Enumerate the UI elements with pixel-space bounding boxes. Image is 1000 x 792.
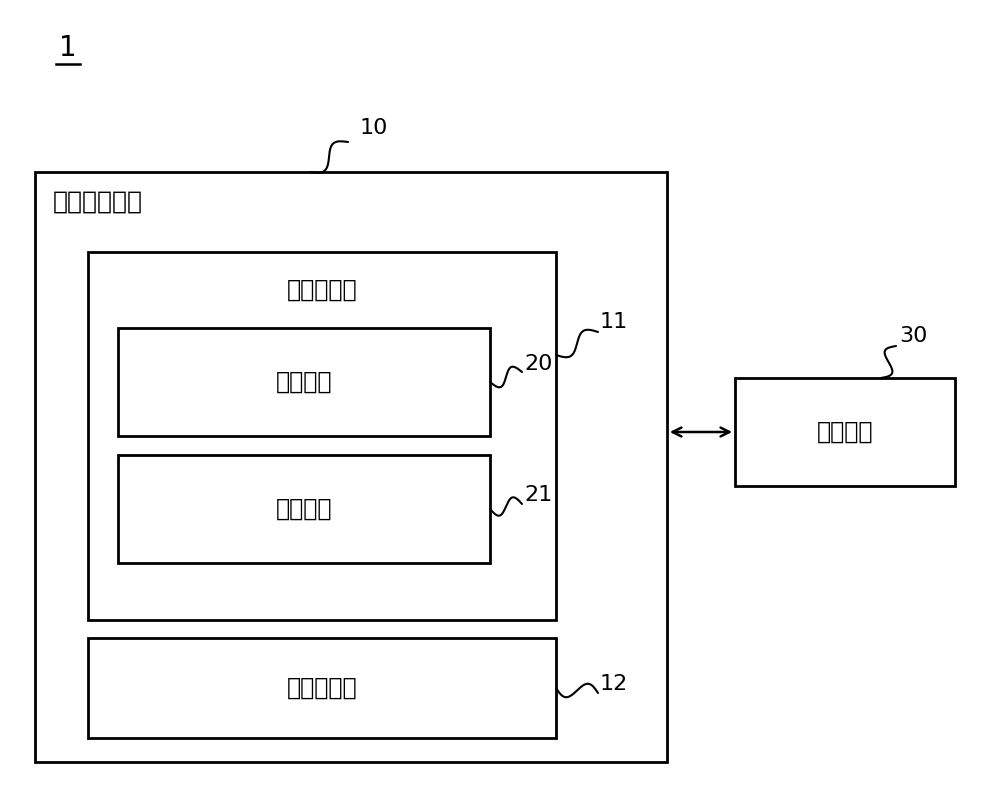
Text: 10: 10 <box>360 118 388 138</box>
Text: 信息分发装置: 信息分发装置 <box>53 190 143 214</box>
Text: 终端装置: 终端装置 <box>817 420 873 444</box>
Text: 12: 12 <box>600 674 628 694</box>
Text: 20: 20 <box>524 354 552 374</box>
Text: 1: 1 <box>59 34 77 62</box>
Bar <box>88 252 556 620</box>
Text: 30: 30 <box>899 326 927 346</box>
Text: 地区社群: 地区社群 <box>276 370 332 394</box>
Bar <box>735 378 955 486</box>
Bar <box>35 172 667 762</box>
Text: 用户管理部: 用户管理部 <box>287 676 357 700</box>
Bar <box>118 328 490 436</box>
Text: 21: 21 <box>524 485 552 505</box>
Bar <box>118 455 490 563</box>
Text: 社群管理部: 社群管理部 <box>287 278 357 302</box>
Text: 地区社群: 地区社群 <box>276 497 332 521</box>
Text: 11: 11 <box>600 312 628 332</box>
Bar <box>88 638 556 738</box>
